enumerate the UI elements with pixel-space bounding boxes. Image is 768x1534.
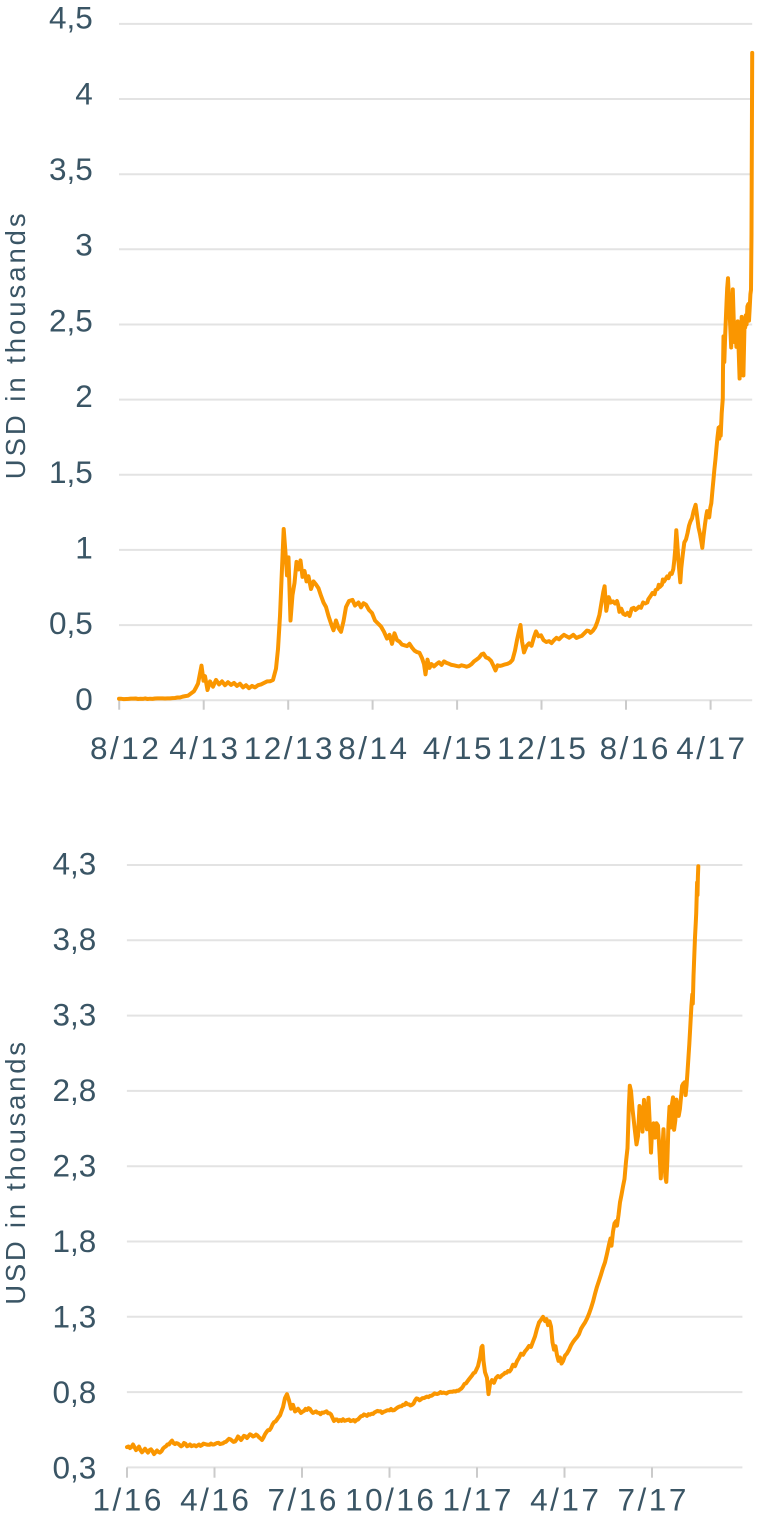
svg-text:4/16: 4/16 bbox=[180, 1482, 251, 1518]
svg-text:10/16: 10/16 bbox=[345, 1482, 436, 1518]
svg-text:4: 4 bbox=[75, 75, 93, 111]
svg-text:2,8: 2,8 bbox=[53, 1072, 97, 1108]
svg-text:4/17: 4/17 bbox=[530, 1482, 601, 1518]
svg-text:8/12: 8/12 bbox=[90, 730, 161, 766]
svg-text:8/16: 8/16 bbox=[600, 730, 671, 766]
svg-text:2,3: 2,3 bbox=[53, 1147, 97, 1183]
svg-text:4,5: 4,5 bbox=[49, 0, 93, 36]
svg-text:4,3: 4,3 bbox=[53, 846, 97, 882]
svg-text:12/15: 12/15 bbox=[497, 730, 588, 766]
svg-text:1: 1 bbox=[75, 530, 93, 566]
svg-text:3: 3 bbox=[75, 227, 93, 263]
svg-text:12/13: 12/13 bbox=[244, 730, 335, 766]
svg-text:0,5: 0,5 bbox=[49, 605, 93, 641]
svg-text:1,3: 1,3 bbox=[53, 1298, 97, 1334]
svg-text:1/16: 1/16 bbox=[93, 1482, 164, 1518]
svg-text:2,5: 2,5 bbox=[49, 302, 93, 338]
svg-text:1/17: 1/17 bbox=[443, 1482, 514, 1518]
svg-text:4/13: 4/13 bbox=[169, 730, 240, 766]
svg-text:2: 2 bbox=[75, 378, 93, 414]
svg-text:1,8: 1,8 bbox=[53, 1223, 97, 1259]
svg-text:8/14: 8/14 bbox=[338, 730, 409, 766]
svg-text:3,8: 3,8 bbox=[53, 921, 97, 957]
svg-text:7/17: 7/17 bbox=[618, 1482, 689, 1518]
svg-text:3,3: 3,3 bbox=[53, 997, 97, 1033]
svg-text:4/15: 4/15 bbox=[423, 730, 494, 766]
svg-text:0,3: 0,3 bbox=[53, 1449, 97, 1485]
svg-text:3,5: 3,5 bbox=[49, 151, 93, 187]
svg-text:7/16: 7/16 bbox=[268, 1482, 339, 1518]
svg-text:4/17: 4/17 bbox=[676, 730, 747, 766]
svg-text:USD in thousands: USD in thousands bbox=[0, 210, 31, 479]
svg-text:0,8: 0,8 bbox=[53, 1374, 97, 1410]
svg-text:0: 0 bbox=[75, 681, 93, 717]
svg-text:1,5: 1,5 bbox=[49, 454, 93, 490]
svg-text:USD in thousands: USD in thousands bbox=[0, 1039, 31, 1305]
